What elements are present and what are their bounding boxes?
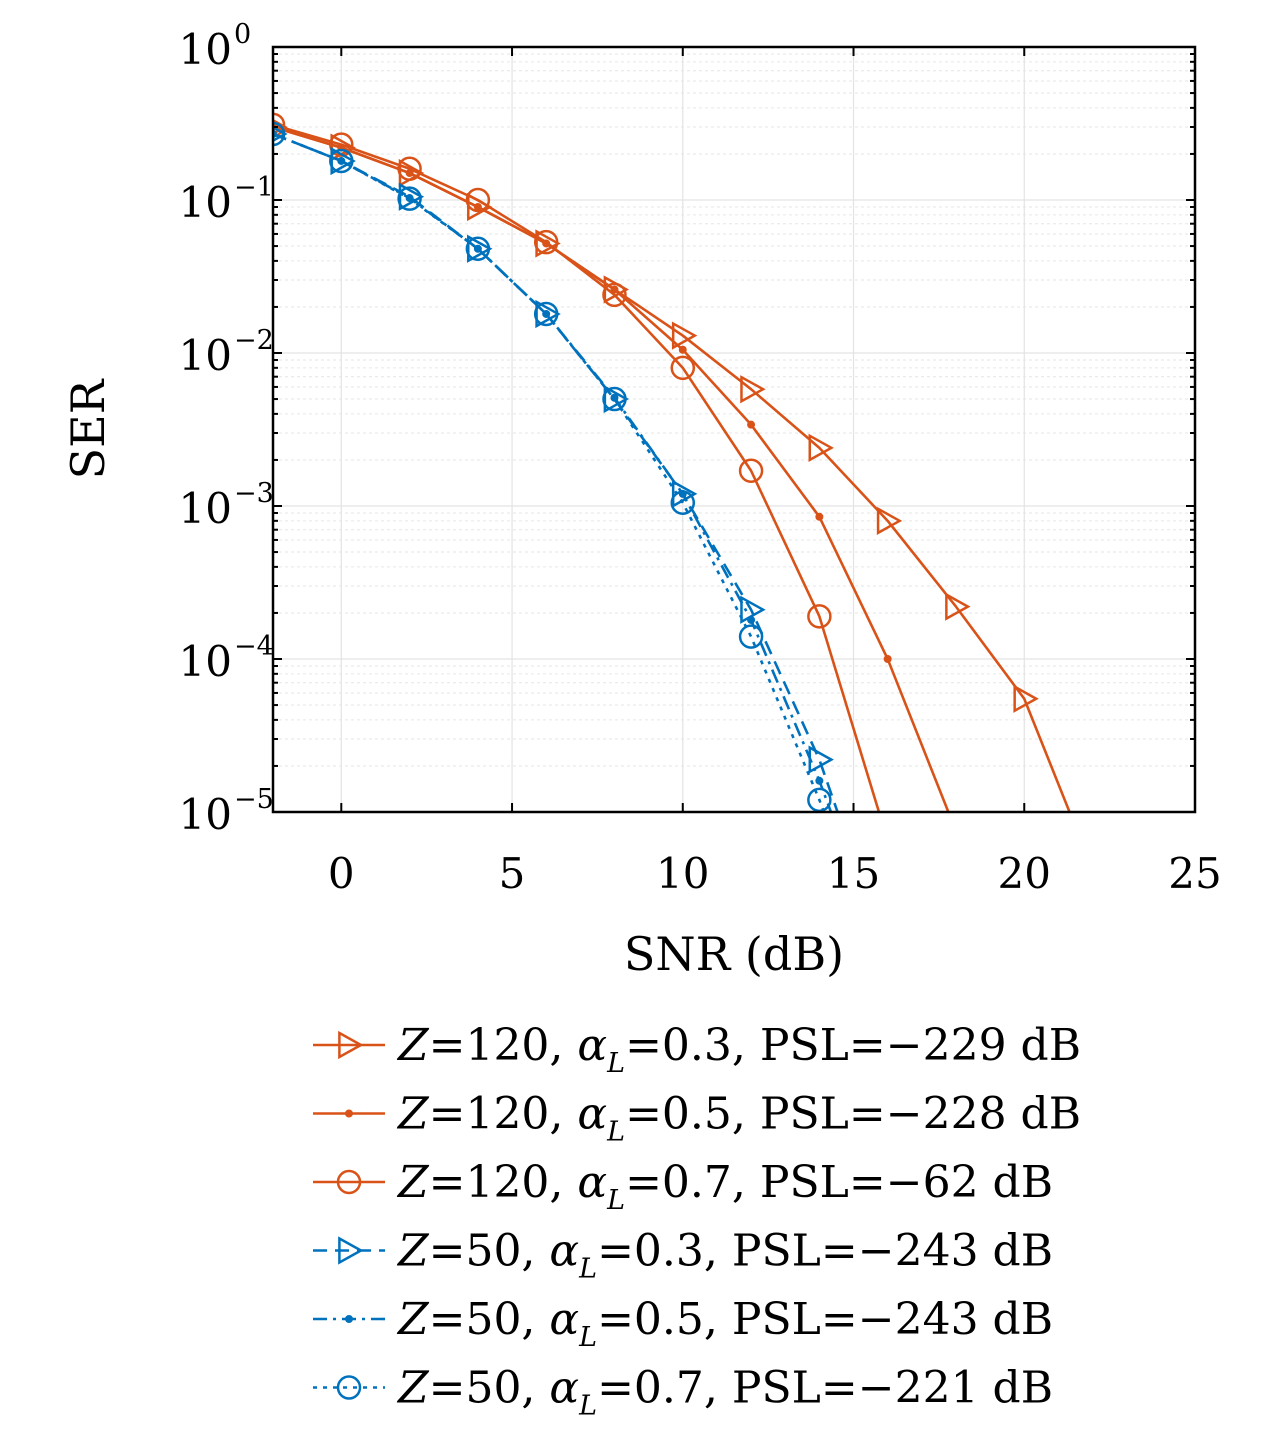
y-axis-label: SER [61,378,115,479]
legend-marker [338,1236,364,1265]
data-point [467,234,493,263]
data-point [678,345,687,354]
legend-marker [336,1375,362,1400]
y-tick-label: 10 [179,331,232,380]
legend-item: Z=120, αL=0.5, PSL=−228 dB [313,1089,1081,1148]
legend-marker [345,1109,353,1118]
data-point [808,745,834,774]
data-point [1013,684,1039,713]
x-axis-label: SNR (dB) [624,927,844,981]
series-group [273,112,1071,812]
legend-marker [345,1315,353,1323]
data-point [603,384,630,414]
legend-label: Z=50, αL=0.3, PSL=−243 dB [396,1226,1053,1285]
y-tick-label: 10 [179,25,232,74]
data-point [670,355,696,381]
data-point [602,282,627,308]
data-point [671,479,698,509]
x-tick-label: 10 [656,849,709,898]
series-line [273,123,881,812]
data-point [747,615,756,624]
data-point [330,146,356,176]
data-point [602,386,627,412]
x-tick-label: 15 [827,849,880,898]
data-point [740,595,766,624]
series-line [273,132,826,812]
legend-item: Z=120, αL=0.3, PSL=−229 dB [313,1020,1081,1079]
legend-label: Z=120, αL=0.3, PSL=−229 dB [396,1020,1081,1079]
data-point [465,236,491,262]
x-tick-label: 0 [328,849,355,898]
data-point [740,375,766,404]
data-point [273,121,286,147]
series-4 [273,125,839,812]
data-point [738,458,764,483]
data-point [610,285,619,294]
series-line [273,132,839,812]
legend-item: Z=120, αL=0.7, PSL=−62 dB [313,1157,1053,1216]
data-point [815,776,824,785]
data-point [329,148,354,174]
y-tick-exponent: −4 [234,631,274,662]
ticks [273,46,1196,813]
data-point [738,624,764,649]
x-tick-labels: 0 5 10 15 20 25 [328,849,1222,898]
data-point [671,321,698,350]
plot-frame [271,45,1197,814]
grid [273,47,1195,812]
series-3 [273,112,881,812]
data-point [533,229,559,255]
data-point [876,506,903,535]
data-point [945,592,971,621]
y-tick-label: 10 [179,484,232,533]
data-point [465,187,491,213]
legend-item: Z=50, αL=0.5, PSL=−243 dB [313,1294,1053,1353]
series-line [273,132,833,812]
x-tick-label: 5 [499,849,526,898]
legend-item: Z=50, αL=0.3, PSL=−243 dB [313,1226,1053,1285]
legend-marker [338,1030,364,1060]
y-tick-exponent: −3 [234,478,274,509]
y-tick-label: 10 [179,178,232,227]
legend-label: Z=50, αL=0.5, PSL=−243 dB [396,1294,1053,1353]
data-point [670,490,696,516]
data-point [397,186,422,211]
data-point [808,433,834,462]
y-tick-label: 10 [179,637,232,686]
data-point [273,112,286,138]
legend-label: Z=120, αL=0.7, PSL=−62 dB [396,1157,1053,1216]
data-point [533,301,559,327]
data-point [397,156,422,182]
y-tick-exponent: −2 [234,325,274,356]
series-6 [273,121,832,812]
data-point [807,604,832,629]
data-point [815,512,824,521]
legend-label: Z=120, αL=0.5, PSL=−228 dB [396,1089,1081,1148]
y-tick-exponent: −1 [234,172,274,203]
legend-label: Z=50, αL=0.7, PSL=−221 dB [396,1363,1053,1422]
legend-marker [336,1169,362,1195]
y-tick-exponent: 0 [234,19,251,50]
x-tick-label: 25 [1168,849,1221,898]
y-tick-exponent: −5 [234,784,274,815]
legend-item: Z=50, αL=0.7, PSL=−221 dB [313,1363,1053,1422]
legend: Z=120, αL=0.3, PSL=−229 dB Z=120, αL=0.5,… [313,1020,1081,1422]
data-point [535,299,561,329]
series-line [273,125,1071,812]
data-point [747,420,756,429]
data-point [883,655,892,663]
x-tick-label: 20 [998,849,1051,898]
data-point [535,229,561,258]
y-tick-label: 10 [179,790,232,839]
